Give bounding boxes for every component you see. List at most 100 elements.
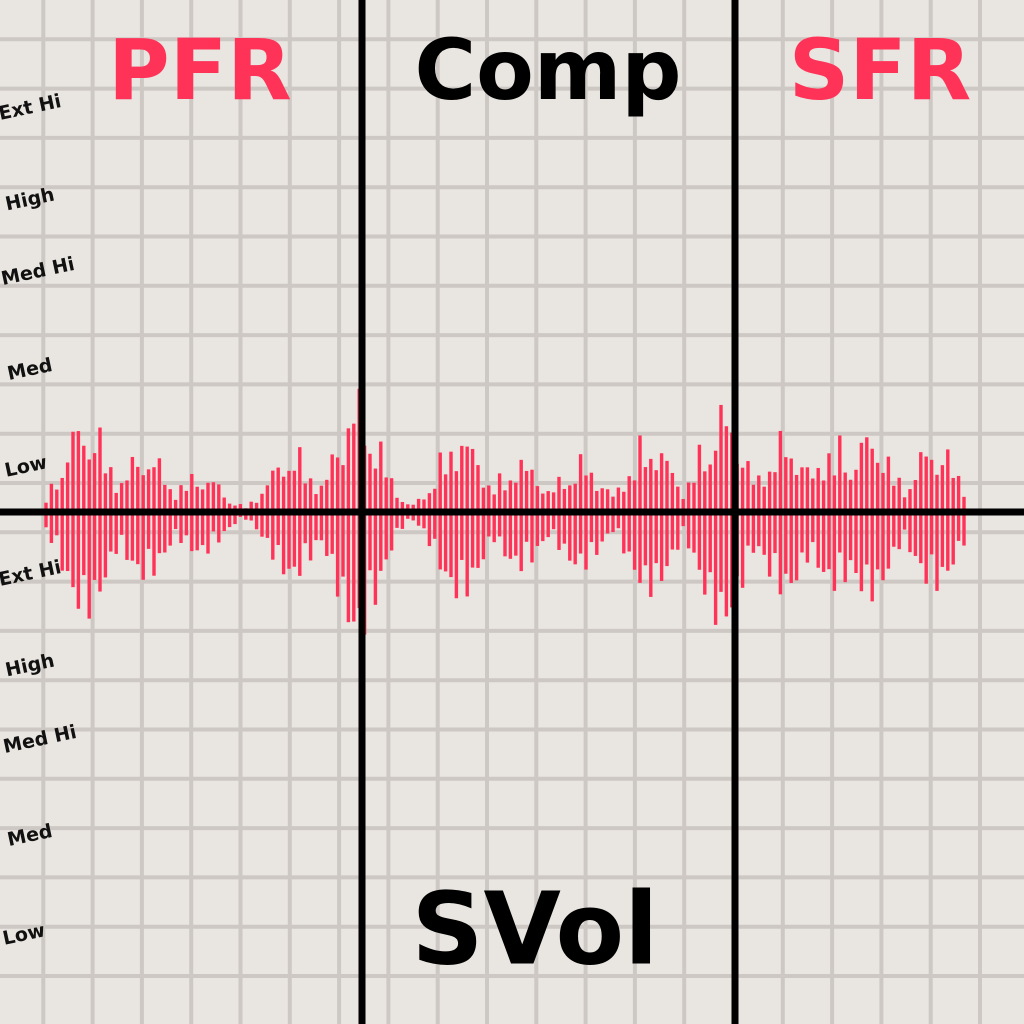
wave-bar bbox=[924, 456, 928, 584]
wave-bar bbox=[692, 482, 696, 553]
wave-bar bbox=[703, 471, 707, 595]
wave-bar bbox=[708, 464, 712, 573]
wave-bar bbox=[195, 486, 199, 551]
wave-bar bbox=[65, 462, 70, 572]
wave-bar bbox=[379, 441, 383, 571]
wave-bar bbox=[789, 458, 793, 583]
wave-bar bbox=[168, 489, 172, 546]
wave-bar bbox=[589, 472, 594, 543]
wave-bar bbox=[762, 486, 766, 555]
wave-bar bbox=[875, 462, 880, 570]
title-sfr: SFR bbox=[789, 21, 972, 119]
wave-bar bbox=[595, 490, 599, 555]
wave-bar bbox=[935, 474, 939, 591]
wave-bar bbox=[535, 486, 540, 546]
wave-bar bbox=[211, 482, 216, 532]
wave-bar bbox=[497, 473, 502, 537]
wave-bar bbox=[913, 480, 918, 556]
wave-bar bbox=[767, 471, 772, 577]
wave-bar bbox=[276, 467, 280, 546]
wave-bar bbox=[649, 458, 653, 597]
wave-bar bbox=[206, 482, 210, 554]
wave-bar bbox=[87, 459, 91, 619]
title-comp: Comp bbox=[414, 21, 681, 119]
wave-bar bbox=[659, 453, 664, 581]
wave-bar bbox=[163, 484, 167, 553]
wave-bar bbox=[713, 450, 718, 625]
wave-bar bbox=[325, 479, 329, 556]
wave-bar bbox=[157, 458, 162, 554]
wave-bar bbox=[908, 489, 912, 553]
wave-bar bbox=[427, 493, 432, 547]
wave-bar bbox=[503, 490, 507, 557]
wave-bar bbox=[584, 475, 588, 570]
wave-bar bbox=[643, 467, 648, 566]
wave-bar bbox=[341, 465, 345, 577]
wave-bar bbox=[470, 448, 475, 568]
wave-bar bbox=[568, 485, 572, 561]
wave-bar bbox=[578, 454, 583, 554]
wave-bar bbox=[697, 444, 702, 570]
title-svol: SVol bbox=[412, 870, 659, 987]
wave-bar bbox=[821, 480, 826, 572]
wave-bar bbox=[740, 467, 745, 588]
wave-bar bbox=[940, 465, 945, 567]
wave-bar bbox=[465, 446, 469, 597]
wave-bar bbox=[460, 445, 464, 560]
wave-bar bbox=[352, 423, 356, 622]
wave-bar bbox=[832, 475, 837, 591]
wave-bar bbox=[632, 480, 637, 570]
wave-bar bbox=[622, 491, 626, 554]
wave-bar bbox=[125, 480, 129, 560]
wave-bar bbox=[454, 471, 459, 599]
wave-bar bbox=[443, 474, 448, 572]
wave-bar bbox=[292, 470, 297, 567]
wave-bar bbox=[541, 493, 545, 542]
title-pfr: PFR bbox=[108, 21, 292, 119]
wave-bar bbox=[60, 477, 64, 571]
wave-bar bbox=[746, 461, 750, 546]
wave-bar bbox=[76, 431, 81, 609]
wave-bar bbox=[136, 466, 140, 565]
wave-bar bbox=[919, 452, 923, 564]
wave-bar bbox=[724, 426, 729, 617]
wave-bar bbox=[838, 435, 842, 553]
wave-bar bbox=[373, 468, 378, 605]
wave-bar bbox=[956, 475, 961, 541]
wave-bar bbox=[751, 484, 756, 553]
wave-bar bbox=[654, 470, 658, 564]
wave-bar bbox=[481, 487, 486, 560]
wave-bar bbox=[346, 428, 351, 623]
wave-bar bbox=[141, 475, 145, 580]
wave-bar bbox=[870, 448, 874, 602]
wave-bar bbox=[200, 489, 205, 546]
wave-bar bbox=[514, 482, 518, 556]
wave-bar bbox=[854, 469, 858, 574]
wave-bar bbox=[951, 477, 955, 565]
wave-bar bbox=[508, 480, 513, 559]
wave-bar bbox=[103, 473, 108, 578]
wave-bar bbox=[476, 465, 480, 568]
wave-bar bbox=[330, 454, 334, 554]
wave-bar bbox=[676, 486, 680, 550]
wave-bar bbox=[794, 474, 799, 581]
wave-bar bbox=[843, 472, 847, 583]
wave-bar bbox=[254, 502, 259, 530]
wave-bar bbox=[335, 457, 340, 597]
wave-bar bbox=[492, 494, 496, 543]
wave-bar bbox=[719, 404, 723, 592]
wave-bar bbox=[308, 478, 313, 561]
wave-bar bbox=[530, 469, 534, 563]
wave-bar bbox=[114, 492, 118, 554]
wave-bar bbox=[881, 472, 885, 581]
wave-bar bbox=[573, 483, 577, 565]
wave-bar bbox=[287, 470, 291, 569]
wave-bar bbox=[281, 476, 286, 575]
wave-bar bbox=[314, 494, 318, 541]
wave-bar bbox=[92, 453, 97, 580]
wave-bar bbox=[848, 479, 853, 561]
wave-bar bbox=[616, 487, 621, 529]
wave-bar bbox=[384, 477, 388, 560]
wave-bar bbox=[859, 442, 864, 592]
